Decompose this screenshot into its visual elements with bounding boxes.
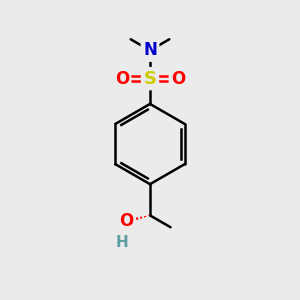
Text: N: N <box>143 41 157 59</box>
Text: O: O <box>115 70 129 88</box>
Text: O: O <box>171 70 185 88</box>
Text: H: H <box>116 235 128 250</box>
Text: O: O <box>119 212 133 230</box>
Text: S: S <box>143 70 157 88</box>
